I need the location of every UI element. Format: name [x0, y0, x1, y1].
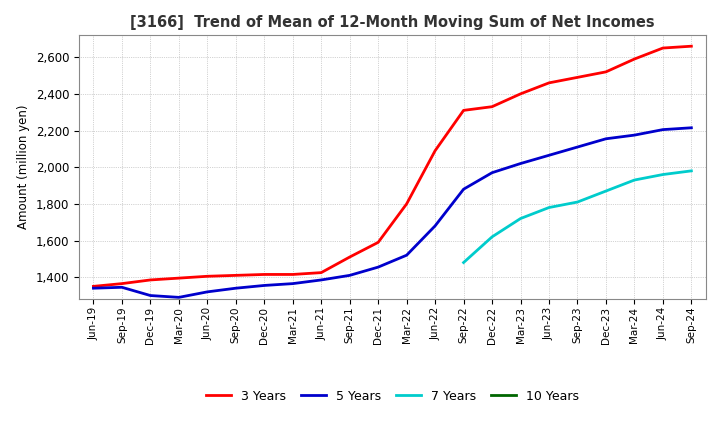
3 Years	[630, 56, 639, 62]
5 Years	[89, 286, 98, 291]
5 Years	[545, 153, 554, 158]
5 Years	[687, 125, 696, 130]
5 Years	[516, 161, 525, 166]
Line: 3 Years: 3 Years	[94, 46, 691, 286]
3 Years	[174, 275, 183, 281]
3 Years	[260, 272, 269, 277]
5 Years	[374, 264, 382, 270]
3 Years	[545, 80, 554, 85]
7 Years	[487, 234, 496, 239]
3 Years	[232, 273, 240, 278]
5 Years	[117, 285, 126, 290]
5 Years	[602, 136, 611, 141]
5 Years	[573, 144, 582, 150]
5 Years	[203, 289, 212, 294]
3 Years	[516, 91, 525, 96]
5 Years	[659, 127, 667, 132]
3 Years	[402, 201, 411, 206]
7 Years	[573, 199, 582, 205]
3 Years	[602, 69, 611, 74]
3 Years	[431, 148, 439, 153]
Line: 5 Years: 5 Years	[94, 128, 691, 297]
7 Years	[516, 216, 525, 221]
7 Years	[687, 168, 696, 173]
5 Years	[630, 132, 639, 138]
5 Years	[260, 283, 269, 288]
3 Years	[289, 272, 297, 277]
5 Years	[459, 187, 468, 192]
Title: [3166]  Trend of Mean of 12-Month Moving Sum of Net Incomes: [3166] Trend of Mean of 12-Month Moving …	[130, 15, 654, 30]
Y-axis label: Amount (million yen): Amount (million yen)	[17, 105, 30, 229]
3 Years	[573, 75, 582, 80]
5 Years	[289, 281, 297, 286]
7 Years	[545, 205, 554, 210]
5 Years	[346, 273, 354, 278]
Legend: 3 Years, 5 Years, 7 Years, 10 Years: 3 Years, 5 Years, 7 Years, 10 Years	[201, 385, 584, 407]
3 Years	[487, 104, 496, 109]
5 Years	[232, 286, 240, 291]
3 Years	[346, 254, 354, 260]
3 Years	[146, 277, 155, 282]
7 Years	[602, 188, 611, 194]
5 Years	[146, 293, 155, 298]
7 Years	[630, 177, 639, 183]
5 Years	[402, 253, 411, 258]
5 Years	[431, 223, 439, 228]
5 Years	[487, 170, 496, 175]
7 Years	[659, 172, 667, 177]
3 Years	[203, 274, 212, 279]
7 Years	[459, 260, 468, 265]
5 Years	[174, 295, 183, 300]
3 Years	[317, 270, 325, 275]
3 Years	[117, 281, 126, 286]
3 Years	[687, 44, 696, 49]
3 Years	[89, 284, 98, 289]
Line: 7 Years: 7 Years	[464, 171, 691, 263]
3 Years	[459, 108, 468, 113]
3 Years	[374, 240, 382, 245]
3 Years	[659, 45, 667, 51]
5 Years	[317, 277, 325, 282]
